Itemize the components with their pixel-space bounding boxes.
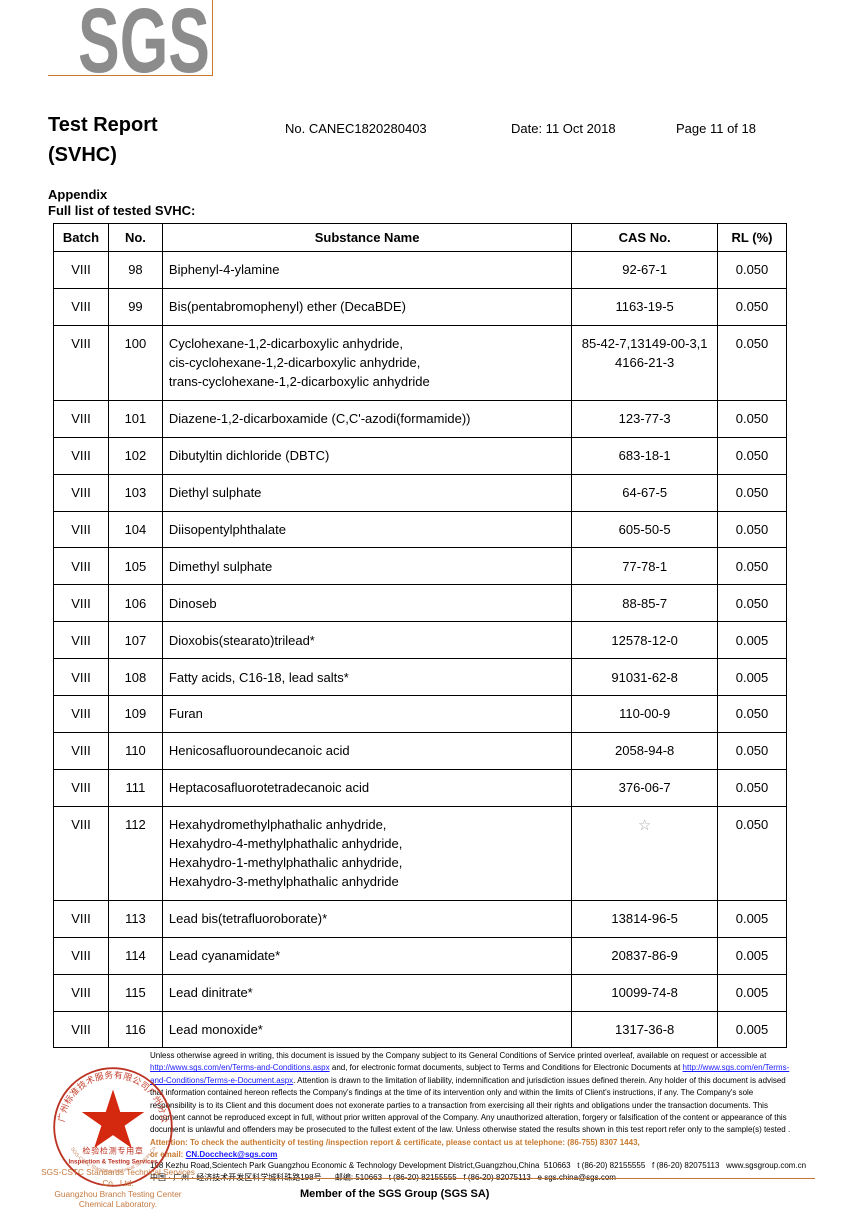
svg-text:检验检测专用章: 检验检测专用章 (82, 1146, 143, 1156)
svg-text:SGS: SGS (80, 0, 210, 80)
